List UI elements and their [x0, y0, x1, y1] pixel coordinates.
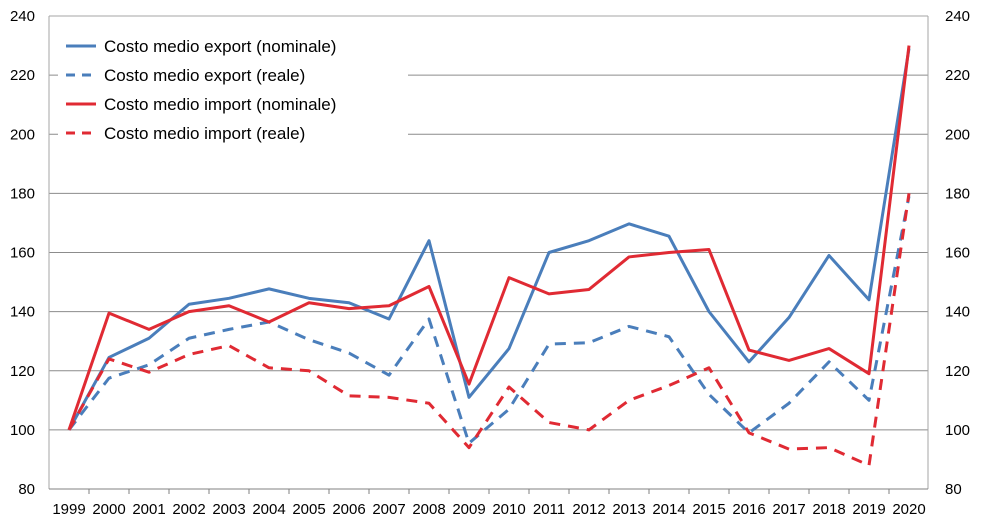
- x-tick-label: 2016: [732, 501, 765, 518]
- series-line-2: [67, 196, 911, 445]
- y-tick-label: 120: [10, 363, 35, 380]
- secondary-y-tick-label: 180: [945, 185, 970, 202]
- secondary-y-tick-label: 80: [945, 481, 962, 498]
- y-tick-label: 80: [18, 481, 35, 498]
- legend-label: Costo medio import (nominale): [104, 95, 336, 114]
- y-tick-label: 160: [10, 245, 35, 262]
- y-axis-tick-labels-left: 80 100 120 140 160 180 200 220 240: [10, 8, 35, 498]
- secondary-y-tick-label: 140: [945, 304, 970, 321]
- y-tick-label: 220: [10, 67, 35, 84]
- x-tick-label: 2000: [92, 501, 125, 518]
- x-tick-label: 2005: [292, 501, 325, 518]
- x-tick-label: 2008: [412, 501, 445, 518]
- x-tick-label: 2009: [452, 501, 485, 518]
- series-line-1: [67, 48, 911, 431]
- x-tick-label: 2011: [533, 501, 565, 518]
- secondary-y-tick-label: 100: [945, 422, 970, 439]
- secondary-y-tick-label: 200: [945, 126, 970, 143]
- x-tick-label: 2010: [492, 501, 525, 518]
- legend-label: Costo medio import (reale): [104, 124, 305, 143]
- x-axis-ticks: 1999 2000 2001 2002 2003 2004 2005 2006 2007 2008…: [52, 489, 926, 518]
- x-tick-label: 2012: [572, 501, 605, 518]
- y-tick-label: 100: [10, 422, 35, 439]
- x-tick-label: 2007: [372, 501, 405, 518]
- legend-label: Costo medio export (reale): [104, 66, 305, 85]
- series-line-3: [67, 45, 911, 431]
- x-tick-label: 2014: [652, 501, 685, 518]
- secondary-y-tick-label: 240: [945, 8, 970, 25]
- x-tick-label: 1999: [52, 501, 85, 518]
- x-tick-label: 2001: [132, 501, 165, 518]
- y-tick-label: 240: [10, 8, 35, 25]
- legend: Costo medio export (nominale) Costo medio…: [58, 30, 408, 150]
- x-tick-label: 2003: [212, 501, 245, 518]
- y-axis-tick-labels-right: 80 100 120 140 160 180 200 220 240: [945, 8, 970, 498]
- secondary-y-tick-label: 220: [945, 67, 970, 84]
- y-tick-label: 140: [10, 304, 35, 321]
- series-lines: [67, 45, 911, 467]
- x-tick-label: 2018: [812, 501, 845, 518]
- y-tick-label: 200: [10, 126, 35, 143]
- x-tick-label: 2017: [772, 501, 805, 518]
- legend-box: [58, 30, 408, 150]
- x-tick-label: 2019: [852, 501, 885, 518]
- x-tick-label: 2002: [172, 501, 205, 518]
- legend-label: Costo medio export (nominale): [104, 37, 336, 56]
- x-tick-label: 2020: [892, 501, 925, 518]
- y-tick-label: 180: [10, 185, 35, 202]
- secondary-y-tick-label: 120: [945, 363, 970, 380]
- x-tick-label: 2006: [332, 501, 365, 518]
- x-tick-label: 2015: [692, 501, 725, 518]
- x-tick-label: 2004: [252, 501, 285, 518]
- secondary-y-tick-label: 160: [945, 245, 970, 262]
- x-tick-label: 2013: [612, 501, 645, 518]
- series-line-4: [67, 193, 911, 467]
